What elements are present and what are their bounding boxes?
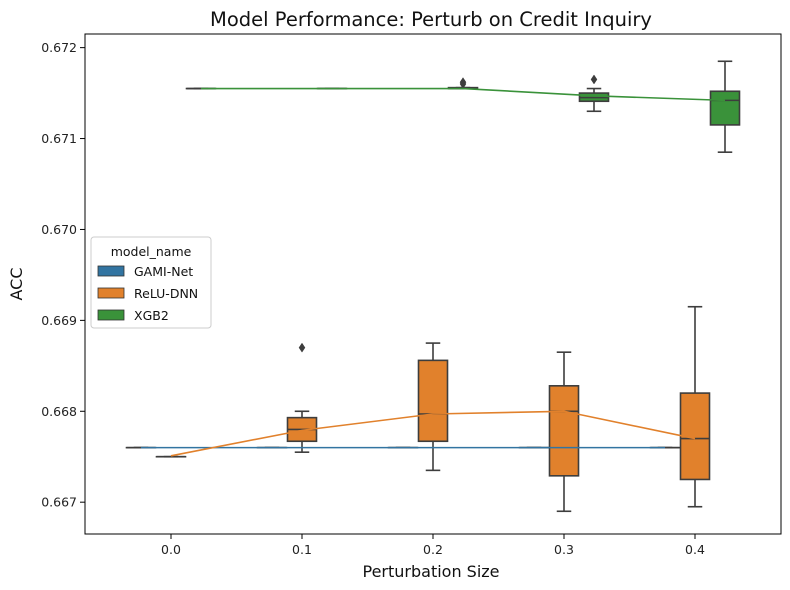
mean-line-relu-dnn: [170, 410, 696, 457]
x-axis: 0.0 0.1 0.2 0.3 0.4: [161, 534, 705, 557]
box-xgb2-3: [578, 74, 610, 113]
legend-swatch-relu-dnn: [97, 287, 125, 299]
legend-swatch-xgb2: [97, 309, 125, 321]
box-relu-dnn-2: [417, 342, 449, 472]
mean-line-xgb2: [201, 87, 726, 102]
box-body: [709, 90, 741, 126]
y-tick-label: 0.672: [41, 40, 77, 55]
x-tick-label: 0.0: [161, 542, 181, 557]
x-tick-label: 0.4: [685, 542, 705, 557]
box-relu-dnn-3: [548, 351, 580, 513]
box-body: [548, 385, 580, 477]
y-tick-label: 0.671: [41, 131, 77, 146]
outlier-point: [459, 77, 467, 88]
y-axis: 0.667 0.668 0.669 0.670 0.671 0.672: [41, 40, 85, 510]
x-tick-label: 0.2: [423, 542, 443, 557]
outlier-point: [590, 74, 598, 85]
legend-frame: [90, 236, 212, 329]
plot-area: [125, 60, 741, 513]
y-axis-label: ACC: [7, 267, 26, 300]
legend: model_name GAMI-Net ReLU-DNN XGB2: [90, 236, 212, 329]
x-axis-label: Perturbation Size: [362, 562, 499, 581]
legend-title: model_name: [111, 244, 192, 259]
y-tick-label: 0.667: [41, 495, 77, 510]
x-tick-label: 0.3: [554, 542, 574, 557]
box-body: [417, 359, 449, 443]
y-tick-label: 0.669: [41, 313, 77, 328]
y-tick-label: 0.668: [41, 404, 77, 419]
legend-swatch-gami-net: [97, 265, 125, 277]
x-tick-label: 0.1: [292, 542, 312, 557]
legend-label-xgb2: XGB2: [134, 308, 169, 323]
legend-label-relu-dnn: ReLU-DNN: [134, 286, 198, 301]
box-xgb2-4: [709, 60, 741, 153]
y-tick-label: 0.670: [41, 222, 77, 237]
legend-label-gami-net: GAMI-Net: [134, 264, 193, 279]
chart-title: Model Performance: Perturb on Credit Inq…: [210, 8, 652, 31]
outlier-point: [298, 342, 306, 353]
